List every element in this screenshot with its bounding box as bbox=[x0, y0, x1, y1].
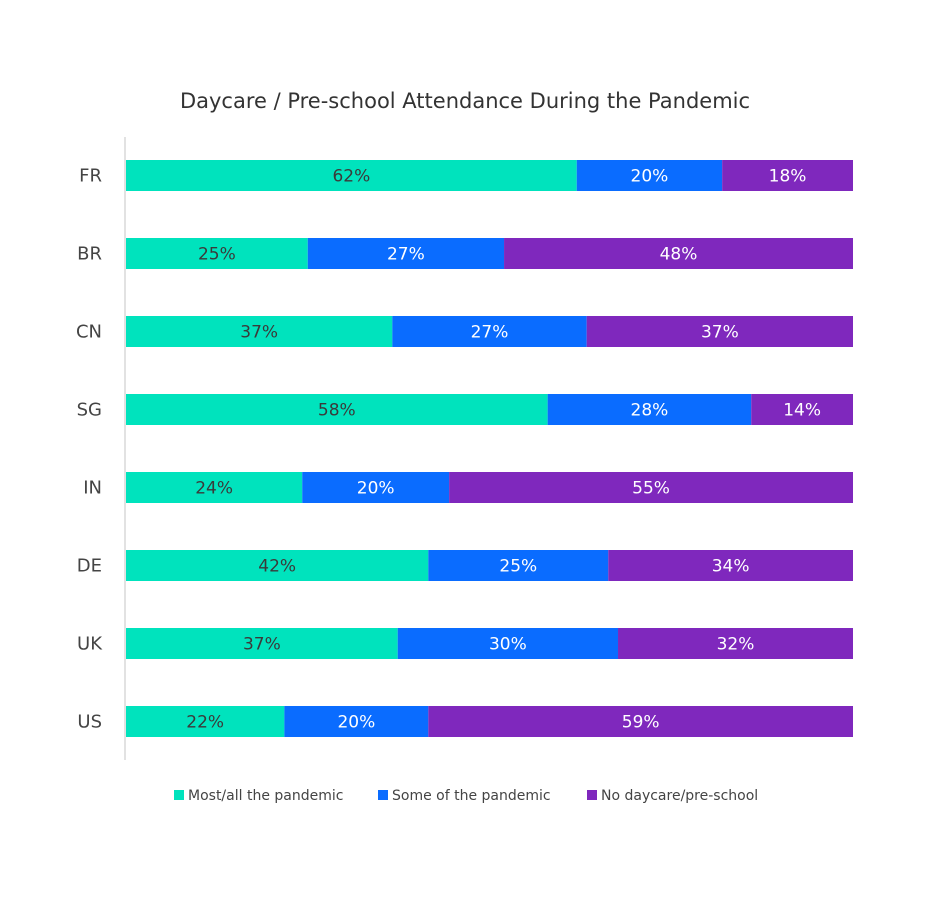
data-label-br-s1: 25% bbox=[198, 245, 236, 265]
bar-segment-cn-s3 bbox=[586, 316, 853, 347]
bars-group: FR 62% 20% 18% BR 25% 27% 48% CN 37% 27% 37% SG 58% 28… bbox=[76, 160, 853, 737]
data-label-sg-s1: 58% bbox=[318, 401, 356, 421]
bar-segment-uk-s3 bbox=[618, 628, 853, 659]
bar-segment-us-s1 bbox=[126, 706, 285, 737]
data-label-de-s2: 25% bbox=[499, 557, 537, 577]
data-label-fr-s2: 20% bbox=[631, 167, 669, 187]
data-label-cn-s1: 37% bbox=[240, 323, 278, 343]
bar-segment-cn-s2 bbox=[392, 316, 587, 347]
data-label-fr-s1: 62% bbox=[332, 167, 370, 187]
bar-segment-fr-s3 bbox=[722, 160, 853, 191]
category-label-br: BR bbox=[77, 244, 102, 265]
data-label-fr-s3: 18% bbox=[769, 167, 807, 187]
bar-segment-us-s3 bbox=[428, 706, 853, 737]
category-label-de: DE bbox=[77, 556, 102, 577]
bar-segment-fr-s1 bbox=[126, 160, 577, 191]
bar-segment-br-s2 bbox=[307, 238, 505, 269]
data-label-de-s1: 42% bbox=[258, 557, 296, 577]
data-label-de-s3: 34% bbox=[712, 557, 750, 577]
bar-segment-in-s1 bbox=[126, 472, 303, 503]
data-label-cn-s2: 27% bbox=[471, 323, 509, 343]
bar-segment-sg-s2 bbox=[547, 394, 752, 425]
data-label-br-s2: 27% bbox=[387, 245, 425, 265]
bar-segment-de-s3 bbox=[608, 550, 853, 581]
data-label-us-s3: 59% bbox=[622, 713, 660, 733]
category-label-in: IN bbox=[83, 478, 102, 499]
legend-swatch-2 bbox=[378, 790, 388, 800]
data-label-cn-s3: 37% bbox=[701, 323, 739, 343]
data-label-sg-s2: 28% bbox=[631, 401, 669, 421]
data-label-in-s1: 24% bbox=[195, 479, 233, 499]
legend-swatch-3 bbox=[587, 790, 597, 800]
bar-segment-de-s2 bbox=[428, 550, 609, 581]
data-label-br-s3: 48% bbox=[660, 245, 698, 265]
data-label-uk-s2: 30% bbox=[489, 635, 527, 655]
legend: Most/all the pandemic Some of the pandemi… bbox=[174, 788, 758, 804]
legend-label-2: Some of the pandemic bbox=[392, 788, 551, 804]
data-label-us-s1: 22% bbox=[186, 713, 224, 733]
data-label-us-s2: 20% bbox=[337, 713, 375, 733]
bar-segment-sg-s3 bbox=[751, 394, 853, 425]
data-label-in-s2: 20% bbox=[357, 479, 395, 499]
data-label-uk-s1: 37% bbox=[243, 635, 281, 655]
category-label-us: US bbox=[77, 712, 102, 733]
legend-label-1: Most/all the pandemic bbox=[188, 788, 343, 804]
data-label-uk-s3: 32% bbox=[717, 635, 755, 655]
bar-segment-cn-s1 bbox=[126, 316, 393, 347]
data-label-in-s3: 55% bbox=[632, 479, 670, 499]
data-label-sg-s3: 14% bbox=[783, 401, 821, 421]
bar-segment-br-s1 bbox=[126, 238, 308, 269]
bar-segment-in-s3 bbox=[449, 472, 853, 503]
category-label-cn: CN bbox=[76, 322, 102, 343]
bar-segment-uk-s1 bbox=[126, 628, 398, 659]
bar-segment-de-s1 bbox=[126, 550, 429, 581]
category-label-fr: FR bbox=[79, 166, 102, 187]
category-label-uk: UK bbox=[77, 634, 103, 655]
legend-label-3: No daycare/pre-school bbox=[601, 788, 758, 804]
bar-segment-sg-s1 bbox=[126, 394, 548, 425]
chart-title: Daycare / Pre-school Attendance During t… bbox=[180, 89, 750, 113]
legend-swatch-1 bbox=[174, 790, 184, 800]
bar-segment-br-s3 bbox=[504, 238, 853, 269]
bar-segment-uk-s2 bbox=[397, 628, 619, 659]
category-label-sg: SG bbox=[77, 400, 102, 421]
bar-segment-us-s2 bbox=[284, 706, 429, 737]
bar-segment-fr-s2 bbox=[576, 160, 723, 191]
bar-segment-in-s2 bbox=[302, 472, 450, 503]
